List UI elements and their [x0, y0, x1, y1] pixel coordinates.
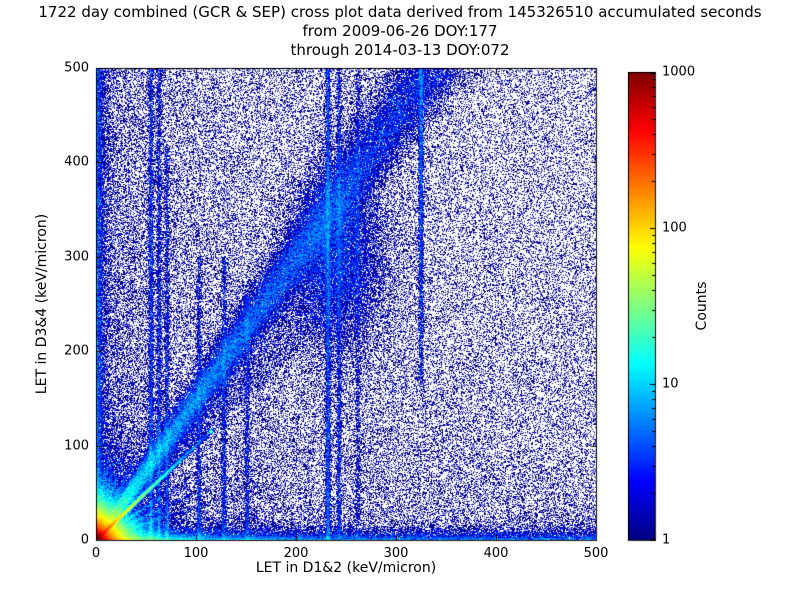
- y-tick-label: 400: [64, 154, 89, 170]
- y-tick-label: 100: [64, 438, 89, 454]
- x-tick-label: 300: [383, 546, 409, 561]
- colorbar-tick-label: 100: [662, 220, 687, 236]
- title-line-3: through 2014-03-13 DOY:072: [290, 41, 510, 59]
- colorbar-tick-label: 10: [662, 376, 679, 392]
- title-line-2: from 2009-06-26 DOY:177: [302, 22, 498, 40]
- colorbar-gradient: [628, 72, 655, 540]
- y-axis-label: LET in D3&4 (keV/micron): [34, 213, 50, 395]
- colorbar-tick-label: 1000: [662, 64, 696, 80]
- x-tick-label: 100: [183, 546, 209, 561]
- y-tick-label: 500: [64, 60, 89, 76]
- title-line-1: 1722 day combined (GCR & SEP) cross plot…: [38, 3, 762, 21]
- y-tick-label: 200: [64, 343, 89, 359]
- colorbar-tick-label: 1: [662, 532, 671, 548]
- x-axis-label: LET in D1&2 (keV/micron): [255, 560, 437, 576]
- chart-title: 1722 day combined (GCR & SEP) cross plot…: [0, 3, 800, 60]
- heatmap-plot-area: [96, 68, 596, 540]
- x-tick-label: 400: [483, 546, 509, 561]
- x-tick-label: 500: [583, 546, 609, 561]
- colorbar-label: Counts: [694, 281, 710, 331]
- y-tick-label: 0: [80, 532, 89, 548]
- x-tick-label: 200: [283, 546, 309, 561]
- y-tick-label: 300: [64, 249, 89, 265]
- x-tick-label: 0: [91, 546, 101, 561]
